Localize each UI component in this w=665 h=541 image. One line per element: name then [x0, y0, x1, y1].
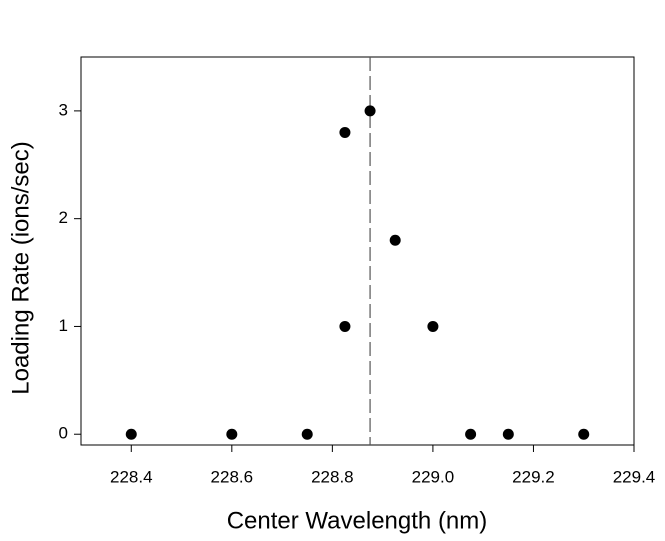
- y-tick-label: 2: [59, 208, 68, 227]
- x-axis-label: Center Wavelength (nm): [227, 507, 488, 534]
- data-point: [578, 428, 590, 440]
- data-point: [502, 428, 514, 440]
- x-tick-label: 229.2: [512, 467, 555, 486]
- x-tick-label: 229.4: [613, 467, 656, 486]
- data-point: [125, 428, 137, 440]
- data-point: [364, 105, 376, 117]
- data-point: [465, 428, 477, 440]
- plot-frame: [80, 56, 635, 446]
- y-axis-label: Loading Rate (ions/sec): [7, 141, 34, 394]
- x-tick-label: 228.8: [311, 467, 354, 486]
- x-tick-label: 228.4: [110, 467, 153, 486]
- data-point: [301, 428, 313, 440]
- y-tick-label: 3: [59, 100, 68, 119]
- x-tick-label: 228.6: [211, 467, 254, 486]
- data-point: [339, 320, 351, 332]
- x-tick-label: 229.0: [412, 467, 455, 486]
- data-point: [339, 126, 351, 138]
- y-tick-label: 0: [59, 424, 68, 443]
- data-point: [389, 234, 401, 246]
- data-point: [427, 320, 439, 332]
- data-point: [226, 428, 238, 440]
- y-tick-label: 1: [59, 316, 68, 335]
